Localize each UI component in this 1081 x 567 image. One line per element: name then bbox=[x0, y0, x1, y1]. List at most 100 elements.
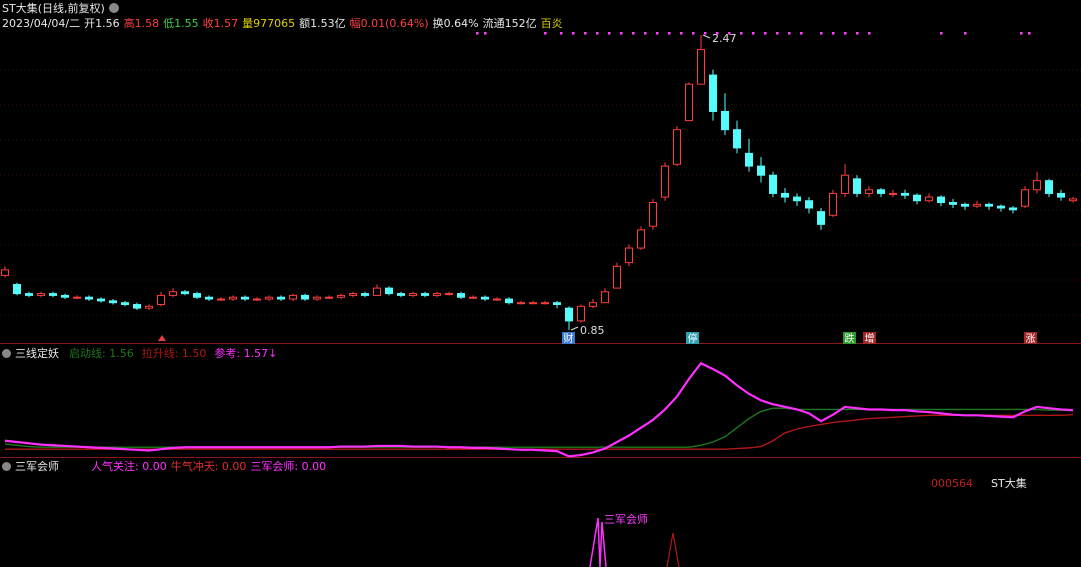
candle-body bbox=[25, 293, 33, 296]
candle-body bbox=[325, 296, 333, 299]
signal-dot bbox=[856, 32, 859, 35]
event-box bbox=[843, 332, 856, 344]
candle-body bbox=[685, 83, 693, 122]
candle-body bbox=[241, 296, 249, 300]
high-label: 2.47 bbox=[712, 32, 737, 45]
candle-body bbox=[121, 302, 129, 306]
candle-body bbox=[517, 302, 525, 305]
candle-body bbox=[793, 196, 801, 202]
date: 2023/04/04/二 bbox=[2, 17, 81, 30]
candle-body bbox=[925, 196, 933, 202]
stock-id: 000564 ST大集 bbox=[931, 475, 1027, 491]
spikes bbox=[589, 517, 680, 567]
candle-body bbox=[817, 211, 825, 225]
signal-label: 三军会师: 0.00 bbox=[250, 460, 327, 473]
signal-dot bbox=[692, 32, 695, 35]
event-box bbox=[562, 332, 575, 344]
grid bbox=[0, 69, 1081, 316]
candle-body bbox=[805, 200, 813, 209]
candle-body bbox=[973, 203, 981, 207]
candle-body bbox=[253, 298, 261, 301]
candle-body bbox=[1033, 180, 1041, 191]
candle-body bbox=[61, 294, 69, 298]
candle-body bbox=[493, 298, 501, 301]
low-label: 0.85 bbox=[580, 324, 605, 337]
signal-dot bbox=[620, 32, 623, 35]
signal-dot bbox=[680, 32, 683, 35]
candle-body bbox=[1057, 192, 1065, 198]
menu-button[interactable] bbox=[2, 461, 11, 471]
signal-dot bbox=[596, 32, 599, 35]
signal-dot bbox=[584, 32, 587, 35]
signal-dot bbox=[716, 32, 719, 35]
spike bbox=[589, 517, 607, 567]
signal-dot bbox=[740, 32, 743, 35]
candle-body bbox=[349, 293, 357, 296]
candle-body bbox=[205, 296, 213, 300]
indicator-line bbox=[4, 361, 1074, 458]
candle-body bbox=[73, 296, 81, 299]
candle-body bbox=[529, 302, 537, 305]
candle-body bbox=[1069, 198, 1077, 202]
signal-dot bbox=[728, 32, 731, 35]
candle-body bbox=[613, 265, 621, 289]
candle-body bbox=[397, 293, 405, 296]
float: 流通152亿 bbox=[482, 17, 537, 30]
candle-body bbox=[481, 296, 489, 300]
stock-name: ST大集 bbox=[991, 477, 1027, 490]
event-marker: 跌 bbox=[843, 332, 856, 345]
candle-body bbox=[109, 300, 117, 304]
candle-body bbox=[877, 189, 885, 194]
signal-dot bbox=[868, 32, 871, 35]
candle-body bbox=[937, 196, 945, 204]
candle-body bbox=[469, 296, 477, 299]
signal-dot bbox=[632, 32, 635, 35]
candle-body bbox=[1, 269, 9, 276]
candle-body bbox=[1021, 189, 1029, 207]
pointer bbox=[702, 34, 711, 39]
signal-dot bbox=[544, 32, 547, 35]
candle-body bbox=[697, 49, 705, 85]
indicator-title: 三线定妖 bbox=[15, 347, 59, 360]
volume: 量977065 bbox=[242, 17, 296, 30]
menu-button[interactable] bbox=[108, 3, 119, 13]
candle-body bbox=[985, 203, 993, 207]
stock-title: ST大集(日线,前复权) bbox=[2, 2, 105, 15]
indicator-label: 参考: 1.57↓ bbox=[214, 347, 278, 360]
candle-body bbox=[733, 129, 741, 149]
candle-body bbox=[589, 302, 597, 307]
signal-dot bbox=[764, 32, 767, 35]
candle-body bbox=[841, 174, 849, 194]
signal-dot bbox=[476, 32, 479, 35]
candle-body bbox=[217, 298, 225, 301]
candle-body bbox=[181, 291, 189, 295]
candle-body bbox=[997, 205, 1005, 209]
candle-body bbox=[865, 189, 873, 194]
candle-body bbox=[193, 293, 201, 298]
candle-body bbox=[97, 298, 105, 302]
candle-body bbox=[301, 294, 309, 300]
event-text: 跌 bbox=[845, 332, 855, 345]
candle-body bbox=[421, 293, 429, 296]
candle-body bbox=[85, 296, 93, 300]
candle-body bbox=[553, 302, 561, 306]
indicator-title-row: 三线定妖 启动线: 1.56 拉升线: 1.50 参考: 1.57↓ bbox=[2, 345, 277, 361]
candle-body bbox=[373, 287, 381, 296]
candle-body bbox=[565, 307, 573, 322]
open: 开1.56 bbox=[84, 17, 120, 30]
signal-dot bbox=[964, 32, 967, 35]
event-marker: 增 bbox=[863, 332, 876, 345]
candle-body bbox=[361, 293, 369, 296]
indicator-label: 拉升线: 1.50 bbox=[141, 347, 207, 360]
candle-body bbox=[901, 192, 909, 196]
candle-body bbox=[289, 294, 297, 300]
menu-button[interactable] bbox=[2, 348, 11, 358]
candle-body bbox=[601, 291, 609, 304]
signal-dots bbox=[476, 32, 1031, 35]
signal-dot bbox=[484, 32, 487, 35]
candle-body bbox=[853, 178, 861, 194]
signal-dot bbox=[644, 32, 647, 35]
candle-body bbox=[661, 165, 669, 198]
signal-dot bbox=[668, 32, 671, 35]
